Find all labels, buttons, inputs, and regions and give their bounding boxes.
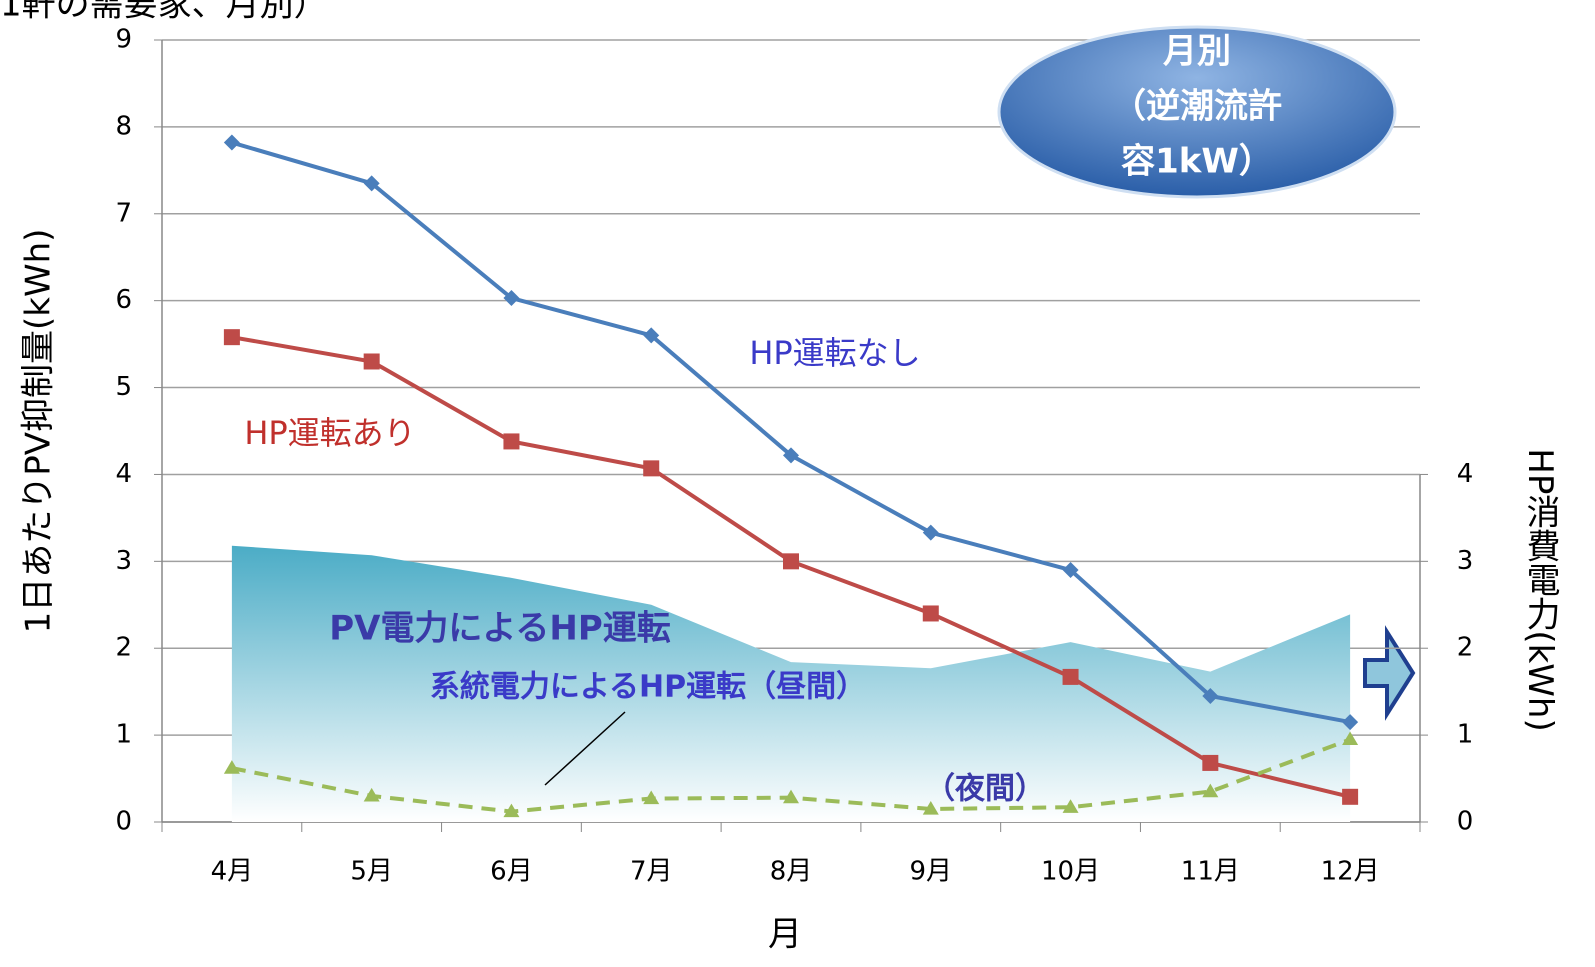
data-point [643,460,660,477]
data-point [922,605,939,622]
y-tick-label: 4 [115,459,132,489]
x-tick-label: 8月 [770,857,813,887]
data-point [503,803,520,818]
series-label: PV電力によるHP運転 [329,609,671,649]
area [231,545,1351,822]
data-point [363,175,380,192]
data-point [1062,799,1079,813]
y2-tick-label: 1 [1457,720,1474,750]
arrow-icon [1363,625,1416,721]
y-tick-label: 9 [115,25,132,55]
x-tick-label: 7月 [630,857,673,887]
x-tick-label: 9月 [910,857,953,887]
data-point [922,800,939,815]
data-point [643,327,660,344]
y-axis-label: 1日あたりPV抑制量(kWh) [19,229,59,634]
chart-title: 1軒の需要家、月別） [0,0,328,25]
annotation-leader [544,711,626,786]
y2-tick-label: 2 [1457,633,1474,663]
y-tick-label: 3 [115,546,132,576]
data-point [503,290,520,307]
y2-axis-label: HP消費電力(kWh) [1520,448,1560,731]
x-axis-label: 月 [768,915,802,955]
x-tick-label: 6月 [490,857,533,887]
series-label: （夜間） [925,772,1045,807]
y-tick-label: 5 [115,372,132,402]
y2-tick-label: 3 [1457,546,1474,576]
data-point [783,789,799,804]
data-point [223,760,240,774]
data-point [643,790,660,805]
x-tick-label: 10月 [1041,857,1100,887]
badge-text: （逆潮流許 [1112,87,1282,127]
data-point [223,134,240,151]
data-point [783,447,799,464]
y-tick-label: 8 [115,111,132,141]
y2-tick-label: 4 [1457,459,1474,489]
series-label: HP運転あり [244,414,415,452]
data-point [1342,714,1359,731]
x-tick-label: 5月 [350,857,393,887]
data-point [1202,783,1219,798]
data-point [1202,754,1219,771]
y-tick-label: 6 [115,285,132,315]
badge-text: 月別 [1163,32,1231,72]
data-point [1062,668,1079,685]
y2-tick-label: 0 [1457,807,1474,837]
x-tick-label: 12月 [1321,857,1380,887]
y-tick-label: 0 [115,807,132,837]
data-point [363,353,380,370]
x-tick-label: 11月 [1181,857,1240,887]
data-point [1342,731,1359,746]
data-point [1202,688,1219,705]
y-tick-label: 1 [115,720,132,750]
data-point [1062,562,1079,579]
y-tick-label: 2 [115,633,132,663]
data-point [503,433,520,450]
series-label: HP運転なし [749,334,920,372]
data-point [922,524,939,541]
data-point [223,329,240,346]
data-point [1342,788,1359,805]
badge-text: 容1kW） [1121,142,1273,182]
x-tick-label: 4月 [211,857,254,887]
data-point [783,553,799,570]
y-tick-label: 7 [115,198,132,228]
annotation: 系統電力によるHP運転（昼間） [430,670,866,705]
data-point [363,787,380,802]
badge [997,25,1397,199]
